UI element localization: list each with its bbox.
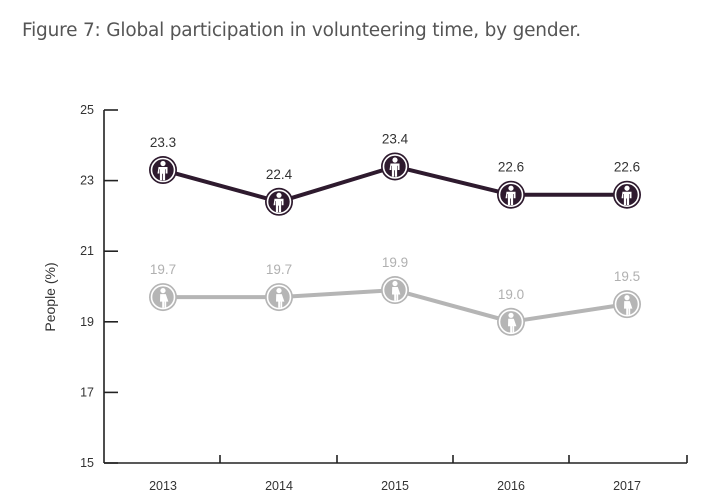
y-tick-label: 17 <box>80 385 94 399</box>
marker-ring <box>382 154 408 179</box>
data-label: 19.7 <box>266 262 292 277</box>
women-marker <box>381 276 409 305</box>
marker-ring <box>150 157 176 183</box>
series-men: 23.3 22.4 23.4 22.6 22.6 <box>149 131 641 216</box>
data-label: 22.6 <box>498 160 524 175</box>
chart-title: Figure 7: Global participation in volunt… <box>22 20 581 41</box>
male-icon-body <box>389 163 400 177</box>
marker-ring <box>266 189 292 215</box>
male-icon-head <box>392 157 398 163</box>
marker-ring <box>614 291 640 317</box>
women-marker <box>613 290 641 319</box>
male-icon-head <box>508 185 514 191</box>
men-marker <box>265 187 293 216</box>
female-icon-head <box>392 280 398 287</box>
x-tick-label: 2013 <box>149 479 177 493</box>
y-tick-label: 15 <box>80 456 94 470</box>
female-icon-head <box>160 287 166 294</box>
female-icon-head <box>624 295 630 301</box>
male-icon-body <box>621 191 632 206</box>
y-tick-label: 21 <box>80 244 94 258</box>
data-label: 22.6 <box>614 160 640 175</box>
axes: 15 17 19 21 23 25 2013 2014 2015 2016 2017 <box>80 103 688 493</box>
data-label: 19.5 <box>614 269 640 284</box>
male-icon-body <box>157 167 168 181</box>
marker-ring <box>614 182 640 208</box>
marker-ring <box>382 277 408 303</box>
women-marker <box>497 307 525 336</box>
data-label: 22.4 <box>266 167 293 182</box>
series-women: 19.7 19.7 19.9 19.0 19.5 <box>149 255 641 336</box>
male-icon-body <box>273 198 284 213</box>
y-tick-label: 19 <box>80 315 94 329</box>
y-axis-label: People (%) <box>42 262 58 331</box>
marker-ring <box>150 284 176 310</box>
data-label: 19.7 <box>150 262 176 277</box>
male-icon-body <box>505 191 516 206</box>
male-icon-head <box>160 160 166 167</box>
women-marker <box>149 283 177 312</box>
men-marker <box>149 156 177 185</box>
x-tick-label: 2014 <box>265 479 293 493</box>
x-tick-label: 2016 <box>497 479 525 493</box>
data-label: 19.9 <box>382 255 408 270</box>
men-marker <box>381 152 409 181</box>
men-marker <box>497 180 525 209</box>
female-icon-head <box>508 312 514 318</box>
series-layer: 23.3 22.4 23.4 22.6 22.6 19.7 19.7 19.9 19.0 19.5 <box>149 131 641 336</box>
y-tick-label: 25 <box>80 103 94 117</box>
y-tick-label: 23 <box>80 174 94 188</box>
x-tick-label: 2017 <box>613 479 641 493</box>
marker-ring <box>266 284 292 310</box>
data-label: 19.0 <box>498 287 524 302</box>
female-icon-body <box>276 294 285 308</box>
male-icon-head <box>624 185 630 191</box>
data-label: 23.3 <box>150 135 176 150</box>
data-label: 23.4 <box>382 131 409 146</box>
female-icon-body <box>507 318 517 333</box>
female-icon-head <box>276 287 282 294</box>
marker-ring <box>498 182 524 208</box>
x-tick-label: 2015 <box>381 479 409 493</box>
female-icon-body <box>623 301 633 315</box>
female-icon-body <box>392 287 401 301</box>
women-marker <box>265 283 293 312</box>
female-icon-body <box>160 294 169 308</box>
marker-ring <box>498 309 524 335</box>
men-marker <box>613 180 641 209</box>
male-icon-head <box>276 192 282 198</box>
